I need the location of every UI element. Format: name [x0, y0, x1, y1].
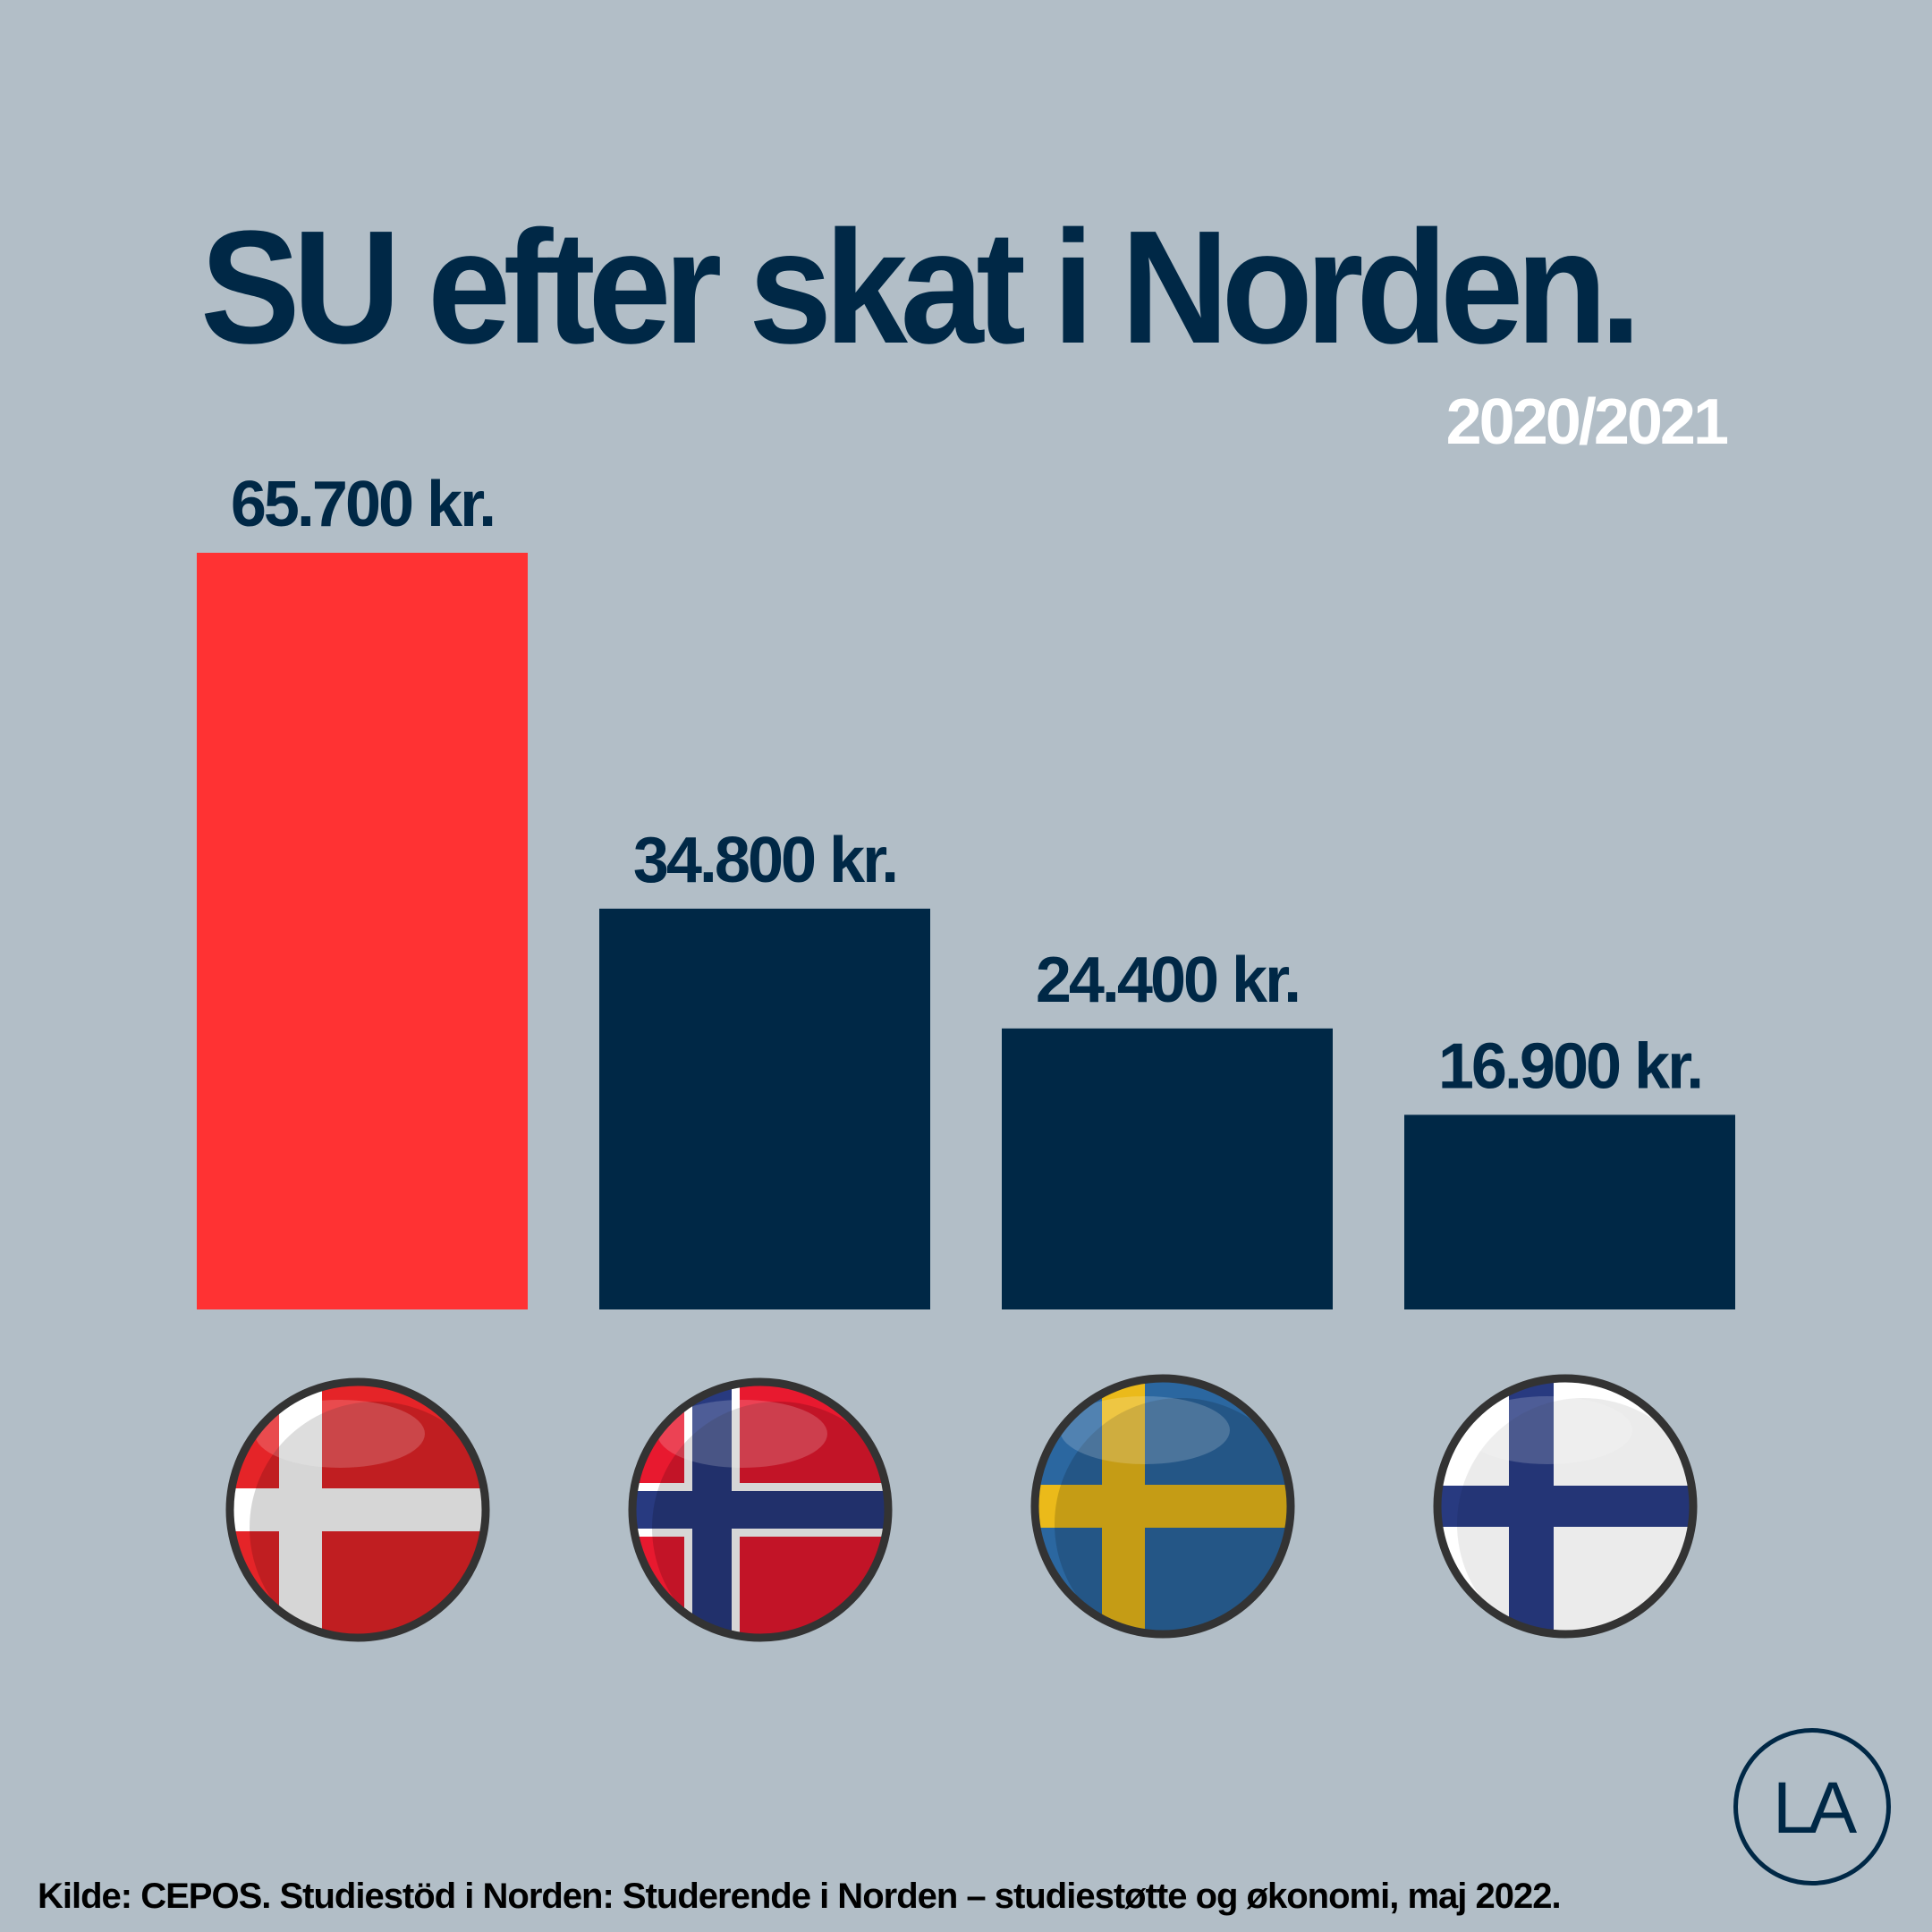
sweden-flag-icon [1030, 1374, 1295, 1639]
chart-subtitle: 2020/2021 [1445, 386, 1729, 458]
la-logo: LA [1733, 1728, 1891, 1885]
denmark-flag-icon [225, 1377, 490, 1642]
source-note: Kilde: CEPOS. Studiestöd i Norden: Stude… [38, 1877, 1562, 1916]
bar-denmark [197, 553, 528, 1309]
finland-flag-icon [1433, 1374, 1698, 1639]
bar-norway [599, 908, 930, 1309]
value-label-finland: 16.900 kr. [1438, 1030, 1701, 1102]
bar-finland [1404, 1114, 1735, 1309]
chart-title: SU efter skat i Norden. [200, 198, 1641, 377]
bar-sweden [1002, 1028, 1333, 1309]
value-label-sweden: 24.400 kr. [1036, 945, 1299, 1016]
logo-text: LA [1772, 1767, 1857, 1849]
value-label-denmark: 65.700 kr. [231, 469, 494, 540]
value-label-norway: 34.800 kr. [633, 825, 896, 896]
norway-flag-icon [628, 1377, 893, 1642]
